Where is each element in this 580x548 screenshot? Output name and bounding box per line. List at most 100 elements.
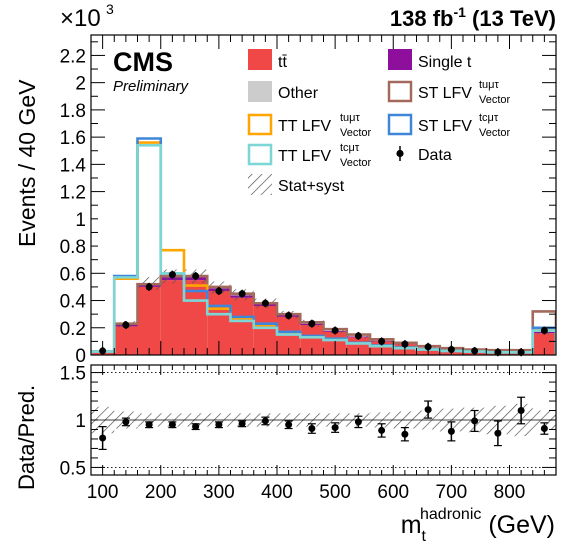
ratio-point-9	[308, 425, 316, 433]
ratio-point-10	[331, 424, 339, 432]
data-point-11	[354, 332, 362, 340]
y-axis-label: Events / 40 GeV	[14, 79, 40, 247]
y-tick-label: 1.6	[60, 128, 86, 149]
data-point-8	[285, 312, 293, 320]
x-axis-label-sub: t	[422, 528, 427, 545]
legend-label-tt-tcmutau: TT LFV	[278, 148, 331, 165]
data-point-7	[261, 299, 269, 307]
ratio-y-tick-label: 1.5	[60, 364, 86, 385]
legend-swatch-tt-tcmutau	[247, 143, 273, 166]
legend-sub-tt-tcmutau: Vector	[340, 157, 372, 169]
x-tick-label: 800	[494, 482, 526, 503]
x-axis-label-unit: (GeV)	[481, 511, 555, 539]
ratio-point-5	[215, 421, 223, 429]
ratio-point-2	[145, 421, 153, 429]
cms-label: CMS	[113, 47, 173, 77]
data-point-3	[168, 271, 176, 279]
ratio-point-18	[517, 407, 525, 415]
legend-text-st-tcmutau: ST LFV	[418, 118, 472, 135]
legend-swatch-ttbar	[248, 49, 272, 70]
data-point-9	[308, 320, 316, 328]
ratio-point-17	[494, 429, 502, 437]
y-tick-label: 0.2	[60, 319, 86, 340]
ratio-point-3	[168, 421, 176, 429]
legend-sup-st-tcmutau: tcμτ	[479, 112, 499, 124]
legend-label-st-tcmutau: ST LFV	[418, 118, 472, 135]
legend-text-tt-tumutau: TT LFV	[278, 118, 331, 135]
y-multiplier: ×10	[60, 5, 101, 32]
x-tick-label: 400	[261, 482, 293, 503]
legend-label-other: Other	[278, 85, 319, 102]
data-points	[99, 270, 548, 357]
lumi-value: 138 fb	[390, 6, 454, 31]
preliminary-label: Preliminary	[113, 78, 190, 95]
ratio-point-19	[540, 425, 548, 433]
legend-swatch-single-t	[388, 49, 412, 70]
ratio-point-0	[99, 434, 107, 442]
ratio-y-tick-label: 0.5	[60, 458, 86, 479]
legend-swatch-stat-syst	[248, 174, 272, 195]
x-tick-label: 100	[87, 482, 119, 503]
data-point-10	[331, 326, 339, 334]
y-tick-label: 1	[75, 210, 86, 231]
y-tick-label: 0.4	[60, 292, 87, 313]
ratio-y-axis-label: Data/Pred.	[14, 385, 39, 490]
bar-tt--9	[300, 325, 324, 355]
ratio-point-6	[238, 420, 246, 428]
ratio-points	[98, 396, 549, 450]
data-point-5	[215, 287, 223, 295]
ratio-panel: 0.5 1 1.5 100 200 300 400 500 600 700 800	[60, 364, 557, 503]
legend-text-tt-tcmutau: TT LFV	[278, 148, 331, 165]
ratio-point-14	[424, 406, 432, 414]
x-axis-label-main: m	[401, 511, 422, 539]
data-point-1	[122, 321, 130, 329]
lumi-exponent: -1	[453, 4, 466, 20]
legend-swatch-st-tcmutau	[387, 113, 413, 136]
y-tick-label: 0.6	[60, 264, 86, 285]
bar-tt--4	[184, 280, 208, 355]
legend-swatch-tt-tumutau	[247, 113, 273, 136]
x-tick-label: 600	[377, 482, 409, 503]
data-point-2	[145, 283, 153, 291]
ratio-point-16	[471, 417, 479, 425]
legend-label-single-t: Single t	[418, 54, 472, 71]
x-tick-label: 500	[319, 482, 351, 503]
bar-tt--3	[160, 280, 184, 355]
legend-sup-st-tumutau: tuμτ	[479, 79, 500, 91]
legend-swatch-st-tumutau	[387, 80, 413, 103]
legend-label-st-tumutau: ST LFV	[418, 85, 472, 102]
data-point-13	[401, 340, 409, 348]
x-tick-label: 300	[203, 482, 235, 503]
y-tick-label: 1.4	[60, 155, 87, 176]
lumi-label: 138 fb-1 (13 TeV)	[390, 4, 556, 31]
ratio-point-8	[285, 421, 293, 429]
legend-marker-data	[396, 146, 404, 161]
legend-label-data: Data	[418, 147, 452, 164]
y-tick-label: 2	[75, 74, 86, 95]
data-point-6	[238, 290, 246, 298]
ratio-point-12	[378, 426, 386, 434]
step-tt-lfv-vector-tc-	[91, 143, 556, 355]
signal-histograms	[91, 137, 556, 355]
ratio-point-13	[401, 430, 409, 438]
legend-label-stat-syst: Stat+syst	[278, 178, 345, 195]
x-tick-label: 200	[145, 482, 177, 503]
x-axis-label-sup: hadronic	[420, 506, 481, 523]
y-multiplier-exponent: 3	[106, 1, 114, 17]
data-point-14	[424, 343, 432, 351]
bar-tt--2	[137, 286, 161, 355]
stacked-background	[91, 276, 556, 355]
ratio-point-4	[192, 423, 200, 431]
y-tick-label: 2.2	[60, 46, 86, 67]
legend-swatch-other	[248, 81, 272, 102]
bar-tt--6	[230, 297, 254, 355]
data-point-4	[192, 272, 200, 280]
bar-tt--7	[253, 305, 277, 355]
bar-tt--19	[532, 333, 556, 355]
data-point-12	[378, 337, 386, 345]
ratio-point-15	[447, 427, 455, 435]
x-axis-label: mt hadronic (GeV)	[401, 506, 555, 545]
data-point-19	[540, 326, 548, 334]
y-tick-label: 0	[75, 346, 86, 367]
